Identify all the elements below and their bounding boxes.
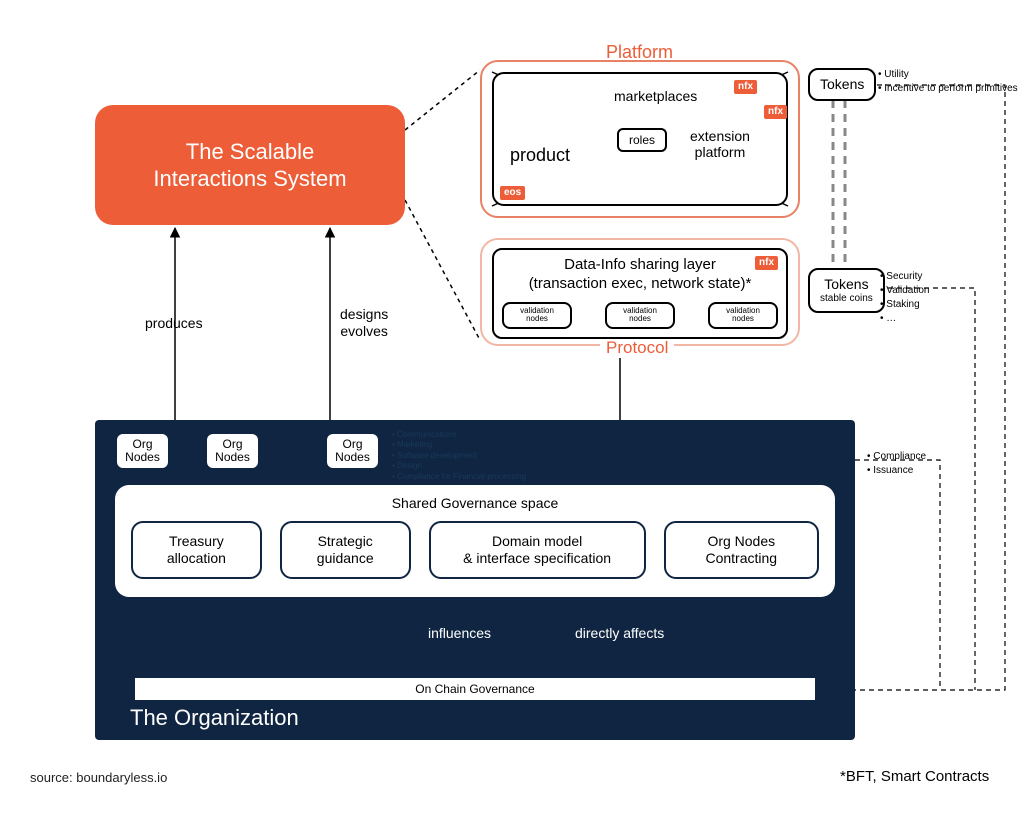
governance-title: Shared Governance space — [131, 495, 819, 511]
validation-node-2: validation nodes — [605, 302, 675, 330]
org-node-1: Org Nodes — [115, 432, 170, 470]
tokens-top-box: Tokens — [808, 68, 876, 101]
extension-platform-label: extension platform — [690, 128, 750, 160]
marketplaces-label: marketplaces — [614, 88, 697, 104]
influences-label: influences — [428, 625, 491, 642]
compliance-issuance-bullets: Compliance Issuance — [867, 450, 926, 478]
eos-badge: eos — [500, 186, 525, 200]
on-chain-governance-bar: On Chain Governance — [135, 678, 815, 700]
organization-title: The Organization — [130, 705, 299, 731]
org-node-2: Org Nodes — [205, 432, 260, 470]
product-label: product — [510, 145, 570, 166]
tokens-top-bullets: Utility Incentive to perform primitives — [878, 68, 1018, 96]
gov-item-org-contracting: Org Nodes Contracting — [664, 521, 819, 579]
nfx-badge-protocol: nfx — [755, 256, 778, 270]
sis-title-line2: Interactions System — [153, 166, 346, 191]
data-info-layer-box: Data-Info sharing layer (transaction exe… — [492, 248, 788, 339]
produces-label: produces — [145, 315, 203, 332]
gov-item-treasury: Treasury allocation — [131, 521, 262, 579]
designs-evolves-label: designs evolves — [340, 306, 388, 340]
scalable-interactions-system-box: The Scalable Interactions System — [95, 105, 405, 225]
source-label: source: boundaryless.io — [30, 770, 167, 785]
tokens-bottom-box: Tokens stable coins — [808, 268, 885, 313]
gov-item-strategic: Strategic guidance — [280, 521, 411, 579]
data-layer-l2: (transaction exec, network state)* — [529, 275, 752, 292]
footnote-label: *BFT, Smart Contracts — [840, 768, 989, 785]
protocol-label: Protocol — [600, 338, 674, 358]
data-layer-l1: Data-Info sharing layer — [564, 256, 716, 273]
nfx-badge-1: nfx — [734, 80, 757, 94]
validation-node-3: validation nodes — [708, 302, 778, 330]
org-nodes-capabilities-list: Communications Marketing Software develo… — [392, 430, 526, 492]
org-node-3: Org Nodes — [325, 432, 380, 470]
nfx-badge-2: nfx — [764, 105, 787, 119]
validation-node-1: validation nodes — [502, 302, 572, 330]
roles-box: roles — [617, 128, 667, 152]
governance-space: Shared Governance space Treasury allocat… — [115, 485, 835, 597]
gov-item-domain-model: Domain model & interface specification — [429, 521, 646, 579]
sis-title-line1: The Scalable — [186, 139, 314, 164]
tokens-bottom-bullets: Security Validation Staking … — [880, 270, 929, 326]
directly-affects-label: directly affects — [575, 625, 664, 642]
